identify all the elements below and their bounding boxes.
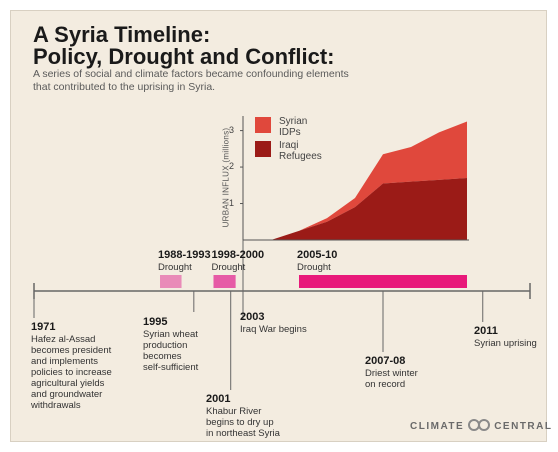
event-description-line: Khabur River [206, 406, 262, 417]
event-description-line: Driest winter [365, 368, 418, 379]
y-tick-label: 3 [229, 124, 235, 135]
event-year: 2007-08 [365, 355, 406, 367]
legend-swatch [255, 141, 271, 157]
event-label: 2007-08 Driest winter on record [365, 355, 418, 390]
event-description-line: and groundwater [31, 389, 103, 400]
event-label: 1971 Hafez al-Assad becomes president and i… [31, 321, 112, 411]
legend-label-line1: Iraqi [279, 140, 299, 151]
event-description-line: becomes president [31, 345, 112, 356]
logo-mark-icon [467, 419, 491, 434]
event-description-line: withdrawals [31, 400, 81, 411]
legend-swatch [255, 117, 271, 133]
event-label: 2001 Khabur River begins to dry up in north… [206, 393, 280, 439]
event-description-line: agricultural yields [31, 378, 105, 389]
drought-bar [299, 275, 467, 288]
title-line1: A Syria Timeline: [33, 22, 211, 47]
y-tick-label: 1 [229, 197, 235, 208]
drought-years: 1998-2000 [211, 249, 265, 261]
event-description-line: and implements [31, 356, 99, 367]
legend-label: Syrian IDPs [279, 116, 349, 138]
event-description-line: policies to increase [31, 367, 112, 378]
event-label: 2003 Iraq War begins [240, 311, 307, 335]
climate-central-logo: CLIMATE CENTRAL [410, 419, 552, 434]
event-description-line: on record [365, 379, 406, 390]
event-year: 1971 [31, 321, 56, 333]
event-year: 2011 [474, 325, 498, 337]
area-series-iraqi-refugees [243, 178, 467, 240]
event-description-line: in northeast Syria [206, 428, 280, 439]
event-description-line: begins to dry up [206, 417, 274, 428]
drought-label: Drought [211, 262, 246, 273]
area-series-syrian-idps [243, 121, 467, 240]
event-label: 1995 Syrian wheat production becomes self-su… [143, 316, 198, 373]
logo-left-text: CLIMATE [410, 421, 465, 433]
event-year: 1995 [143, 316, 168, 328]
drought-years: 2005-10 [297, 249, 338, 261]
event-year: 2003 [240, 311, 265, 323]
event-description-line: self-sufficient [143, 362, 199, 373]
legend-label-line2: IDPs [279, 127, 301, 138]
event-description-line: Syrian wheat [143, 329, 198, 340]
drought-label: Drought [158, 262, 192, 273]
y-axis-label: URBAN INFLUX (millions) [221, 127, 231, 228]
legend-label-line2: Refugees [279, 151, 322, 162]
legend-label-line1: Syrian [279, 116, 308, 127]
logo-right-text: CENTRAL [494, 421, 553, 433]
event-year: 2001 [206, 393, 231, 405]
title-line2: Policy, Drought and Conflict: [33, 44, 335, 69]
event-label: 2011 Syrian uprising [474, 325, 537, 349]
event-description-line: Iraq War begins [240, 324, 307, 335]
drought-years: 1988-1993 [158, 249, 211, 261]
y-tick-label: 2 [229, 161, 235, 172]
legend-label: Iraqi Refugees [279, 140, 349, 162]
event-description-line: Syrian uprising [474, 338, 537, 349]
subtitle: A series of social and climate factors b… [33, 68, 349, 93]
event-description-line: production [143, 340, 188, 351]
event-description-line: becomes [143, 351, 182, 362]
drought-bar [213, 275, 236, 288]
drought-label: Drought [297, 262, 331, 273]
drought-bar [160, 275, 182, 288]
event-description-line: Hafez al-Assad [31, 334, 96, 345]
